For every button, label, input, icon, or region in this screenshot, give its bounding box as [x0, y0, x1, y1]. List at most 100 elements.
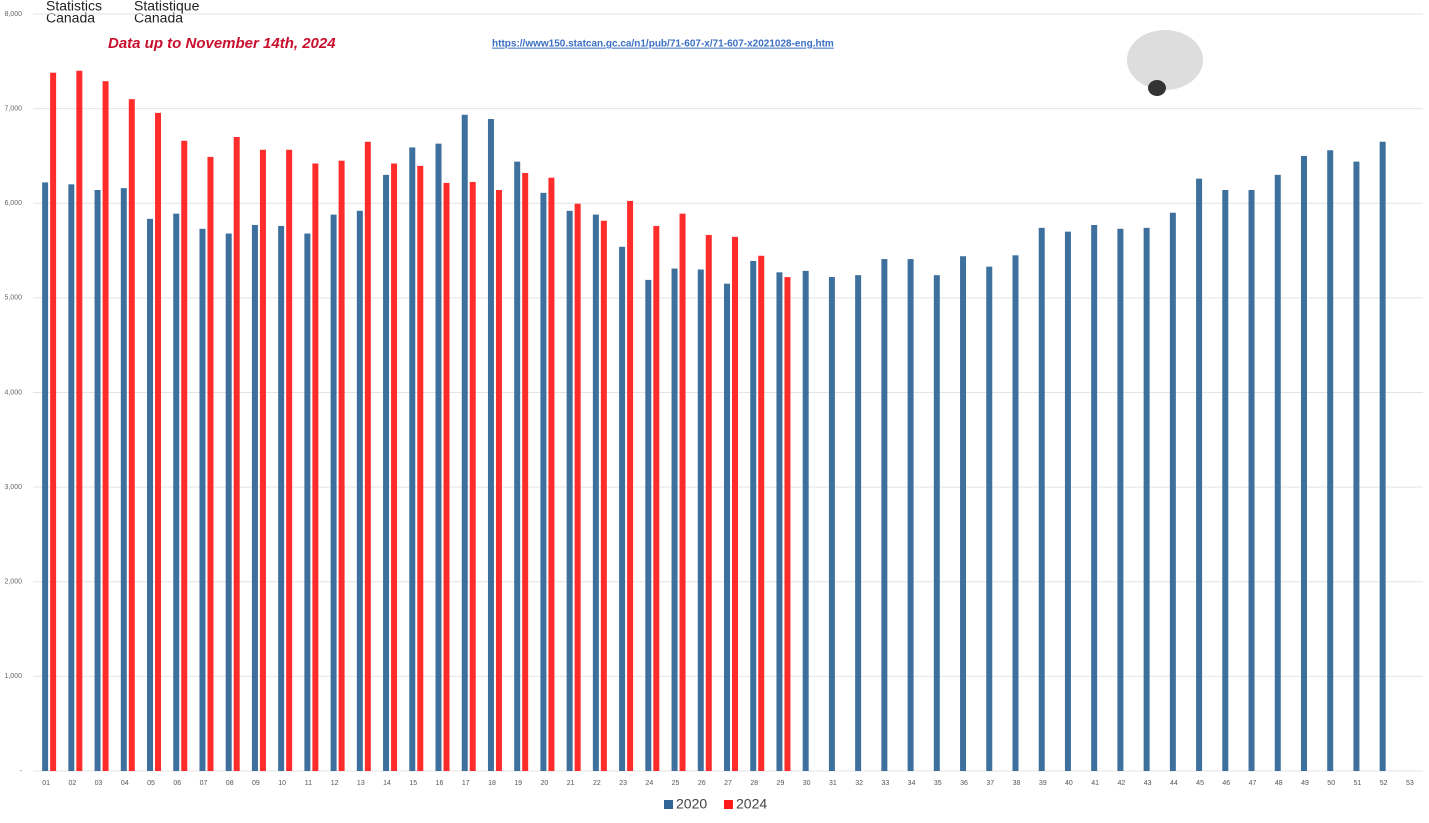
x-tick-label: 47 — [1249, 780, 1257, 787]
x-tick-label: 26 — [698, 780, 706, 787]
bar — [495, 190, 502, 771]
x-tick-label: 17 — [462, 780, 470, 787]
x-tick-label: 52 — [1380, 780, 1388, 787]
x-tick-label: 30 — [803, 780, 811, 787]
x-tick-label: 15 — [409, 780, 417, 787]
bar — [225, 233, 232, 771]
x-tick-label: 28 — [750, 780, 758, 787]
bar — [356, 210, 363, 771]
bar — [574, 203, 581, 771]
bar — [50, 72, 57, 772]
x-tick-label: 05 — [147, 780, 155, 787]
legend-swatch — [664, 800, 673, 809]
bar — [619, 246, 626, 772]
bar — [94, 190, 101, 771]
bar — [1038, 227, 1045, 772]
legend-swatch — [724, 800, 733, 809]
bar — [120, 188, 127, 772]
bar — [42, 182, 49, 771]
bar — [776, 272, 783, 771]
bar — [705, 234, 712, 772]
x-tick-label: 34 — [908, 780, 916, 787]
x-tick-label: 11 — [305, 780, 312, 787]
x-tick-label: 51 — [1354, 780, 1362, 787]
x-tick-label: 22 — [593, 780, 601, 787]
x-tick-label: 43 — [1144, 780, 1152, 787]
bar — [338, 160, 345, 771]
bar — [855, 275, 862, 771]
x-tick-label: 14 — [383, 780, 391, 787]
bar — [461, 114, 468, 771]
bar — [1196, 178, 1203, 771]
logo-text: Statistique — [134, 0, 200, 14]
bar — [600, 220, 607, 772]
bar — [750, 260, 757, 771]
logo-text: Statistics — [46, 0, 102, 14]
x-tick-label: 10 — [278, 780, 286, 787]
bar — [514, 161, 521, 772]
bar — [443, 182, 450, 771]
bar — [960, 256, 967, 771]
x-tick-label: 49 — [1301, 780, 1309, 787]
bar — [1117, 228, 1124, 771]
bar — [147, 218, 154, 771]
bar — [1274, 174, 1281, 772]
bar — [304, 233, 311, 771]
bar — [1248, 190, 1255, 771]
x-tick-label: 53 — [1406, 780, 1414, 787]
x-tick-label: 09 — [252, 780, 260, 787]
bar — [933, 275, 940, 771]
bar — [286, 149, 293, 772]
x-tick-label: 45 — [1196, 780, 1204, 787]
bar — [487, 119, 494, 771]
legend-label: 2020 — [676, 796, 707, 812]
bar — [330, 214, 337, 772]
bar — [181, 140, 188, 772]
bar — [802, 270, 809, 771]
data-note: Data up to November 14th, 2024 — [108, 35, 336, 52]
source-link[interactable]: https://www150.statcan.gc.ca/n1/pub/71-6… — [492, 39, 834, 50]
x-tick-label: 46 — [1222, 780, 1230, 787]
x-tick-label: 21 — [567, 780, 575, 787]
y-tick-label: 7,000 — [4, 105, 22, 112]
x-tick-label: 50 — [1327, 780, 1335, 787]
x-tick-label: 40 — [1065, 780, 1073, 787]
x-tick-label: 36 — [960, 780, 968, 787]
bar — [671, 268, 678, 771]
bar — [1169, 212, 1176, 771]
x-tick-label: 37 — [986, 780, 994, 787]
x-tick-label: 06 — [173, 780, 181, 787]
bar — [233, 137, 240, 771]
bar — [383, 174, 390, 772]
bar — [653, 225, 660, 771]
bar — [278, 225, 285, 771]
x-tick-label: 02 — [68, 780, 76, 787]
legend-label: 2024 — [736, 796, 767, 812]
bar — [784, 277, 791, 771]
bar — [251, 225, 258, 772]
x-tick-label: 20 — [541, 780, 549, 787]
x-tick-label: 25 — [672, 780, 680, 787]
x-tick-label: 19 — [514, 780, 522, 787]
x-tick-label: 32 — [855, 780, 863, 787]
y-tick-label: 4,000 — [4, 389, 22, 396]
x-tick-label: 29 — [777, 780, 785, 787]
logo-text: Canada — [134, 10, 183, 26]
bar — [592, 214, 599, 772]
bar — [566, 210, 573, 771]
bar — [68, 184, 75, 771]
bar — [469, 181, 476, 772]
bar — [76, 70, 83, 771]
bar — [758, 255, 765, 772]
bar — [1353, 161, 1360, 772]
y-tick-label: 1,000 — [4, 673, 22, 680]
bar — [102, 81, 109, 772]
x-tick-label: 31 — [829, 780, 837, 787]
x-tick-label: 39 — [1039, 780, 1047, 787]
bar — [128, 99, 135, 772]
x-tick-label: 18 — [488, 780, 496, 787]
bar — [1379, 141, 1386, 771]
bar — [732, 236, 738, 772]
